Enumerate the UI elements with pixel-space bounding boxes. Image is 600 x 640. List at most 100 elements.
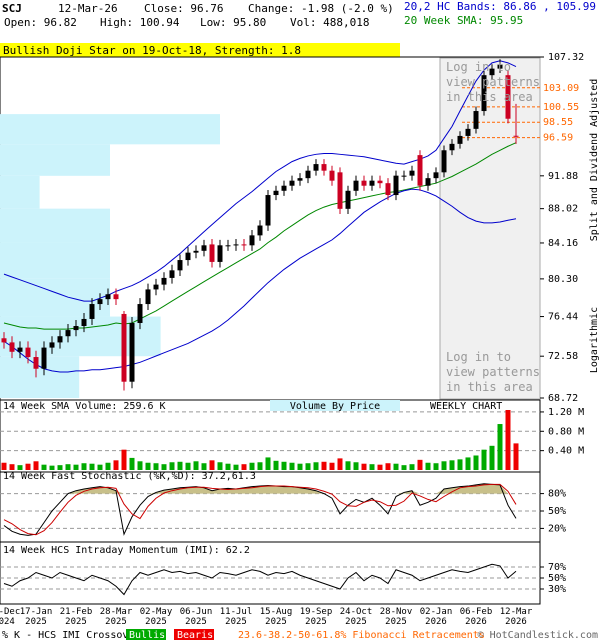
x-tick-label: 11-Jul 2025 — [219, 607, 253, 627]
x-tick-label: 28-Nov 2025 — [379, 607, 413, 627]
candle-body — [113, 294, 119, 300]
volume-bar — [425, 462, 431, 470]
y-tick-label: 107.32 — [548, 52, 584, 63]
volume-bar — [433, 463, 439, 470]
candle-body — [481, 75, 487, 112]
candle-body — [249, 235, 255, 246]
x-tick-label: 28-Mar 2025 — [99, 607, 133, 627]
close: Close: 96.76 — [144, 2, 223, 15]
volume-bar — [41, 464, 47, 470]
candle-body — [169, 270, 175, 278]
candle-body — [137, 304, 143, 323]
volume-bar — [481, 449, 487, 470]
candle-body — [25, 347, 31, 358]
volume-bar — [489, 445, 495, 470]
candle-body — [129, 322, 135, 382]
candle-body — [409, 170, 415, 176]
volume-bar — [417, 459, 423, 470]
y-tick-label: 80.30 — [548, 274, 578, 285]
volume-bar — [1, 462, 7, 470]
x-tick-label: 02-Jan 2026 — [419, 607, 453, 627]
candle-body — [329, 170, 335, 181]
y-tick-label: 84.16 — [548, 238, 578, 249]
candle-body — [9, 342, 15, 352]
volume-bar — [473, 455, 479, 470]
series-line — [3, 483, 517, 536]
overbought-fill — [196, 486, 204, 494]
candle-body — [457, 135, 463, 144]
candle-body — [273, 190, 279, 196]
volume-bar — [161, 464, 167, 470]
candle-body — [305, 170, 311, 179]
overbought-fill — [188, 486, 196, 494]
candle-body — [281, 185, 287, 191]
y-tick-label: 50% — [548, 573, 566, 584]
candle-body — [313, 164, 319, 171]
candle-body — [17, 347, 23, 352]
candle-body — [209, 244, 215, 262]
overbought-fill — [436, 488, 444, 494]
imi-panel — [0, 541, 541, 605]
volume-bar — [345, 461, 351, 470]
volume-bar — [177, 461, 183, 470]
overbought-fill — [308, 488, 316, 494]
candle-body — [337, 172, 343, 209]
x-tick-label: 20-Dec 2024 — [0, 607, 21, 627]
y-tick-label: 80% — [548, 489, 566, 500]
scale-note: Logarithmic — [589, 307, 600, 373]
volume-bar — [513, 443, 519, 470]
volume-bar — [89, 463, 95, 470]
candle-body — [49, 342, 55, 348]
candle-body — [89, 304, 95, 319]
volume-bar — [273, 460, 279, 470]
volume-bar — [225, 463, 231, 470]
overbought-fill — [444, 487, 452, 494]
bullish-box — [126, 629, 166, 640]
overbought-fill — [468, 484, 476, 494]
overbought-fill — [300, 487, 308, 494]
volume-by-price-bar — [0, 175, 40, 209]
candle-body — [377, 180, 383, 184]
candle-body — [193, 250, 199, 253]
overbought-fill — [284, 486, 292, 494]
candle-body — [449, 143, 455, 151]
y-tick-label: 50% — [548, 506, 566, 517]
candle-body — [513, 135, 519, 137]
volume-by-price-bar — [0, 144, 110, 176]
overbought-fill — [212, 488, 220, 494]
volume-bar — [265, 457, 271, 470]
x-tick-label: 19-Sep 2025 — [299, 607, 333, 627]
candle-body — [73, 326, 79, 331]
volume-bar — [313, 462, 319, 470]
volume-bar — [33, 461, 39, 470]
volume-bar — [401, 465, 407, 470]
low: Low: 95.80 — [200, 16, 266, 29]
volume-bar — [369, 464, 375, 470]
volume-bar — [105, 462, 111, 470]
volume-bar — [9, 464, 15, 470]
volume-bar — [449, 460, 455, 470]
x-tick-label: 15-Aug 2025 — [259, 607, 293, 627]
volume-bar — [297, 463, 303, 470]
series-line — [3, 563, 517, 596]
x-tick-label: 24-Oct 2025 — [339, 607, 373, 627]
candle-body — [321, 164, 327, 171]
x-tick-label: 06-Feb 2026 — [459, 607, 493, 627]
volume-bar — [393, 463, 399, 470]
volume-bar — [153, 463, 159, 470]
bearish-box — [174, 629, 214, 640]
volume-bar — [209, 460, 215, 470]
y-tick-label: 0.80 M — [548, 426, 584, 437]
candle-body — [233, 244, 239, 246]
candle-body — [57, 336, 63, 343]
volume-bar — [497, 424, 503, 470]
volume-bar — [281, 461, 287, 470]
change: Change: -1.98 (-2.0 %) — [248, 2, 394, 15]
y-tick-label: 88.02 — [548, 204, 578, 215]
candle-body — [105, 294, 111, 300]
candle-body — [97, 299, 103, 305]
candle-body — [369, 180, 375, 186]
volume-bar — [361, 463, 367, 470]
y-tick-label: 68.72 — [548, 393, 578, 404]
candle-body — [297, 178, 303, 181]
